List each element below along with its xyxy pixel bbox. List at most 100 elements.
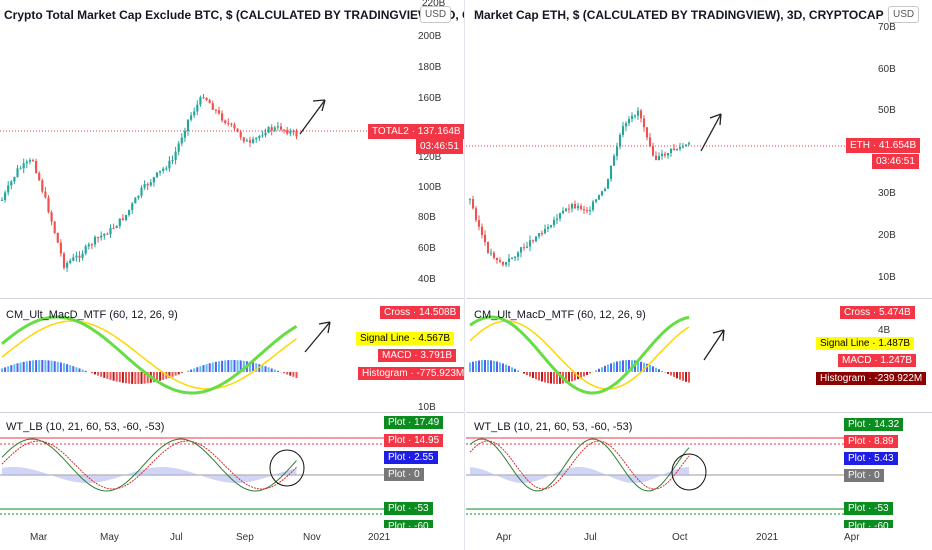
candle-body: [289, 131, 292, 134]
candle-body: [124, 214, 128, 220]
macd-histogram-bar: [568, 372, 570, 383]
macd-histogram-bar: [63, 363, 65, 372]
last-price-tag: TOTAL2 · 137.164B: [368, 124, 464, 139]
macd-axis-label: 4B: [878, 325, 891, 336]
macd-histogram-bar: [472, 361, 474, 372]
candle-body: [22, 163, 25, 169]
candle-body: [193, 111, 196, 116]
macd-histogram-bar: [601, 367, 603, 372]
price-axis-label: 50B: [878, 105, 896, 116]
macd-histogram-bar: [187, 370, 189, 372]
macd-histogram-bar: [658, 369, 660, 372]
macd-histogram-bar: [146, 372, 149, 384]
macd-histogram-bar: [643, 362, 645, 372]
pane-separator[interactable]: [0, 298, 464, 299]
left-chart-canvas[interactable]: [0, 0, 464, 550]
macd-histogram-bar: [106, 372, 109, 379]
macd-histogram-bar: [50, 360, 53, 372]
candle-body: [245, 140, 248, 142]
pane-separator[interactable]: [0, 412, 464, 413]
wt2-line: [1, 440, 297, 490]
macd-histogram-bar: [289, 372, 292, 376]
macd-histogram-bar: [112, 372, 115, 381]
candle-body: [567, 208, 571, 210]
macd-indicator-title[interactable]: CM_Ult_MacD_MTF (60, 12, 26, 9): [474, 309, 646, 321]
macd-histogram-bar: [214, 361, 217, 372]
candle-body: [537, 233, 541, 237]
trend-arrow-drawing: [709, 113, 722, 119]
wt-indicator-title[interactable]: WT_LB (10, 21, 60, 53, -60, -53): [6, 421, 165, 433]
candle-body: [190, 115, 193, 120]
macd-signal-line: [469, 320, 690, 390]
candle-body: [155, 172, 159, 178]
macd-histogram-bar: [283, 372, 286, 374]
candle-body: [10, 181, 13, 186]
last-price-tag: ETH · 41.654B: [846, 138, 921, 153]
candle-body: [585, 210, 589, 212]
candle-body: [19, 168, 22, 170]
macd-histogram-bar: [490, 360, 492, 372]
candle-body: [555, 218, 559, 220]
currency-button[interactable]: USD: [420, 6, 452, 23]
macd-histogram-bar: [118, 372, 121, 383]
wt-area: [470, 467, 689, 483]
trend-arrow-drawing: [700, 113, 722, 152]
candle-body: [501, 261, 505, 265]
wt-indicator-title[interactable]: WT_LB (10, 21, 60, 53, -60, -53): [474, 421, 633, 433]
candle-body: [25, 161, 28, 164]
candle-body: [600, 191, 604, 196]
candle-body: [208, 100, 211, 104]
candle-body: [292, 131, 295, 133]
currency-button[interactable]: USD: [888, 6, 920, 23]
candle-body: [221, 113, 224, 121]
macd-histogram-bar: [131, 372, 134, 384]
right-chart-panel[interactable]: Market Cap ETH, $ (CALCULATED BY TRADING…: [466, 0, 932, 550]
macd-histogram-bar: [261, 365, 264, 372]
time-axis-label: Jul: [584, 532, 597, 543]
candle-body: [106, 233, 109, 235]
candle-body: [588, 209, 592, 211]
macd-histogram-bar: [556, 372, 558, 384]
macd-axis-label: 10B: [418, 402, 436, 413]
candle-body: [624, 123, 628, 127]
macd-histogram-bar: [514, 368, 516, 372]
trend-arrow-drawing: [321, 99, 326, 112]
macd-histogram-bar: [66, 364, 69, 372]
candle-body: [53, 221, 56, 233]
price-axis-label: 10B: [878, 272, 896, 283]
macd-histogram-bar: [276, 370, 279, 372]
macd-histogram-bar: [295, 372, 298, 378]
right-chart-canvas[interactable]: [466, 0, 932, 550]
candle-body: [528, 240, 532, 247]
candle-body: [510, 257, 514, 259]
candle-body: [7, 185, 10, 193]
macd-histogram-bar: [481, 360, 483, 372]
macd-indicator-title[interactable]: CM_Ult_MacD_MTF (60, 12, 26, 9): [6, 309, 178, 321]
pane-separator[interactable]: [466, 298, 932, 299]
highlight-circle-drawing: [269, 449, 305, 487]
macd-histogram-bar: [613, 362, 615, 372]
macd-histogram-bar: [628, 360, 630, 372]
macd-histogram-bar: [72, 366, 75, 372]
price-axis-label: 20B: [878, 230, 896, 241]
candle-body: [75, 255, 78, 258]
candle-body: [489, 252, 493, 254]
macd-histogram-bar: [517, 370, 519, 372]
macd-histogram-bar: [190, 369, 193, 372]
macd-histogram-bar: [233, 360, 236, 372]
candle-body: [261, 135, 264, 137]
macd-histogram-bar: [239, 360, 242, 372]
macd-histogram-bar: [667, 372, 669, 374]
macd-histogram-bar: [646, 363, 648, 372]
candle-body: [0, 199, 4, 201]
candle-body: [152, 177, 155, 183]
price-axis-label: 60B: [418, 243, 436, 254]
candle-body: [486, 242, 490, 253]
left-chart-panel[interactable]: Crypto Total Market Cap Exclude BTC, $ (…: [0, 0, 465, 550]
candle-body: [687, 143, 691, 145]
candle-body: [233, 124, 236, 129]
macd-histogram-bar: [7, 366, 10, 372]
macd-histogram-bar: [75, 367, 78, 372]
pane-separator[interactable]: [466, 412, 932, 413]
macd-histogram-bar: [604, 365, 606, 372]
